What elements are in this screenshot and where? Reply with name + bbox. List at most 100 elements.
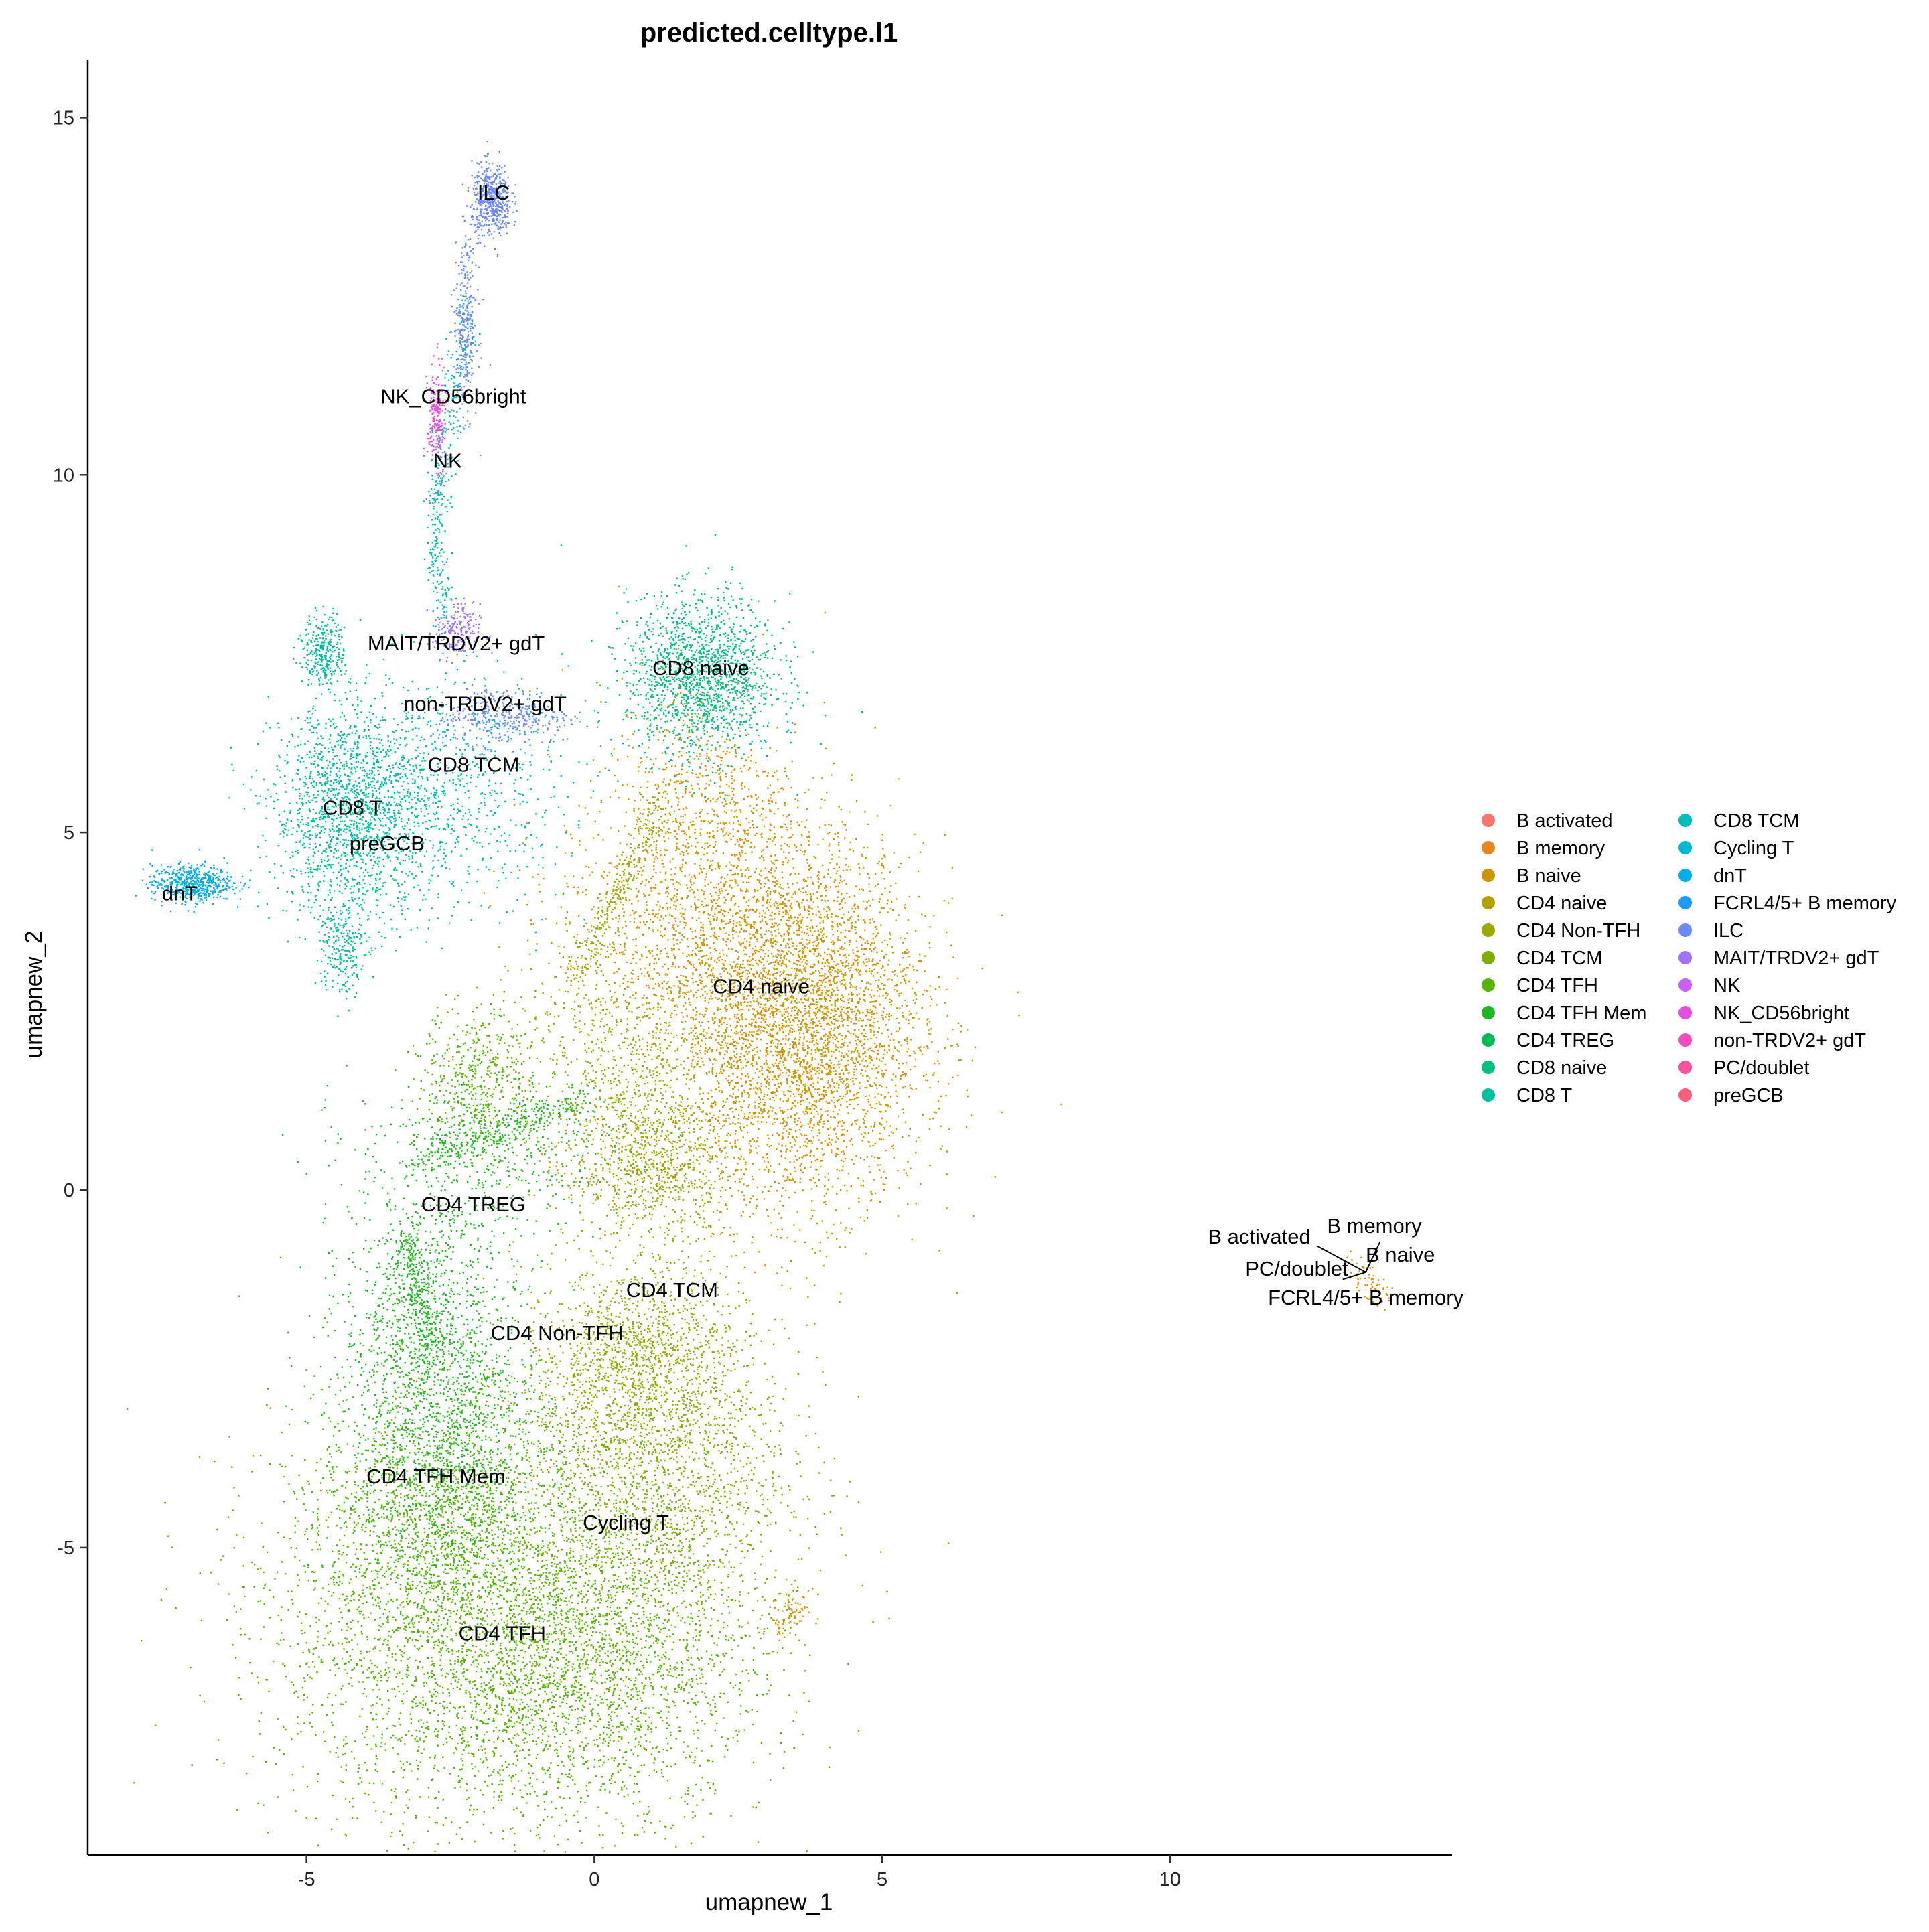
cluster-points-14	[591, 534, 863, 800]
cluster-label: NK_CD56bright	[380, 385, 526, 408]
x-tick-label: 5	[877, 1869, 887, 1890]
scatter-points	[449, 870, 837, 1267]
legend-swatch	[1678, 978, 1692, 992]
legend-label: MAIT/TRDV2+ gdT	[1713, 948, 1879, 969]
legend-swatch	[1678, 1088, 1692, 1102]
bridge-points-5	[763, 1580, 810, 1641]
scatter-points	[567, 793, 681, 993]
legend-swatch	[1482, 869, 1495, 882]
legend-label: CD8 TCM	[1713, 810, 1799, 832]
legend-swatch	[1678, 869, 1692, 882]
bridge-points-1	[423, 538, 461, 635]
label-leader-line	[1365, 1241, 1381, 1273]
legend-swatch	[1678, 841, 1692, 854]
legend-label: ILC	[1713, 920, 1743, 942]
legend-swatch	[1678, 951, 1692, 964]
cluster-points-23	[448, 206, 492, 457]
scatter-points	[591, 534, 863, 800]
legend-swatch	[1678, 1033, 1692, 1047]
legend-label: non-TRDV2+ gdT	[1713, 1030, 1866, 1051]
legend-label: CD4 TFH Mem	[1516, 1002, 1646, 1024]
legend-label: CD8 naive	[1516, 1057, 1607, 1079]
legend-swatch	[1678, 1006, 1692, 1019]
cluster-label: FCRL4/5+ B memory	[1268, 1286, 1464, 1309]
legend-swatch	[1482, 1088, 1495, 1102]
legend-label: NK_CD56bright	[1713, 1002, 1849, 1024]
scatter-points	[135, 849, 260, 913]
legend-label: NK	[1713, 975, 1741, 996]
y-axis-title: umapnew_2	[21, 931, 47, 1059]
cluster-points-25	[427, 426, 448, 638]
cluster-label: CD4 TFH Mem	[366, 1465, 506, 1488]
y-tick-label: 5	[64, 822, 74, 844]
legend-swatch	[1482, 1033, 1495, 1047]
y-tick-label: -5	[57, 1538, 74, 1559]
legend-label: CD4 TREG	[1516, 1030, 1614, 1051]
bridge-points-6	[1343, 1250, 1394, 1311]
cluster-label: CD8 TCM	[427, 753, 519, 776]
legend-label: CD4 naive	[1516, 893, 1607, 914]
scatter-points	[1343, 1250, 1394, 1311]
y-tick-label: 0	[64, 1180, 74, 1201]
x-axis-title: umapnew_1	[705, 1889, 833, 1915]
legend-swatch	[1482, 896, 1495, 909]
cluster-label: B naive	[1366, 1243, 1435, 1266]
legend-label: PC/doublet	[1713, 1057, 1810, 1079]
cluster-points-24	[423, 343, 449, 504]
legend-swatch	[1482, 841, 1495, 854]
scatter-points	[293, 605, 350, 695]
cluster-points-21	[135, 849, 260, 913]
scatter-points	[426, 597, 493, 664]
cluster-label: MAIT/TRDV2+ gdT	[368, 631, 545, 655]
legend-swatch	[1482, 1061, 1495, 1074]
legend-swatch	[1482, 951, 1495, 964]
legend-label: dnT	[1713, 865, 1747, 887]
scatter-points	[423, 343, 449, 504]
scatter-points	[448, 206, 492, 457]
cluster-labels-layer: ILC NK_CD56bright NK MAIT/TRDV2+ gdT non-TRD…	[162, 181, 1464, 1645]
scatter-points	[461, 141, 518, 257]
cluster-label: CD4 naive	[713, 974, 810, 998]
legend-label: CD4 TCM	[1516, 948, 1602, 969]
cluster-label: ILC	[478, 181, 510, 204]
legend-label: B naive	[1516, 865, 1581, 887]
scatter-points	[226, 634, 499, 994]
legend-label: CD8 T	[1516, 1085, 1573, 1106]
bridge-points-3	[567, 793, 681, 993]
y-tick-label: 15	[53, 107, 74, 129]
cluster-label: B activated	[1208, 1225, 1310, 1248]
cluster-points-22	[461, 141, 518, 257]
y-tick-label: 10	[53, 465, 74, 486]
x-tick-label: 10	[1159, 1869, 1181, 1890]
cluster-label: CD4 TFH	[459, 1622, 546, 1645]
cluster-label: PC/doublet	[1245, 1257, 1348, 1280]
legend-swatch	[1678, 1061, 1692, 1074]
legend-swatch	[1678, 896, 1692, 909]
label-leader-line	[1316, 1245, 1366, 1273]
cluster-label: CD4 TREG	[421, 1193, 526, 1216]
cluster-points-10	[395, 986, 569, 1169]
cluster-label: dnT	[162, 882, 198, 905]
legend-label: CD4 Non-TFH	[1516, 920, 1640, 942]
label-leader-line	[1342, 1271, 1366, 1280]
legend: B activated B memory B naive CD4 naive CD4 N…	[1482, 810, 1897, 1106]
cluster-label: CD4 Non-TFH	[490, 1321, 623, 1345]
legend-swatch	[1678, 814, 1692, 827]
legend-label: FCRL4/5+ B memory	[1713, 893, 1897, 914]
x-tick-label: 0	[589, 1869, 599, 1890]
legend-label: preGCB	[1713, 1085, 1784, 1106]
cluster-label: non-TRDV2+ gdT	[403, 692, 567, 716]
cluster-points-15	[226, 634, 499, 994]
cluster-label: Cycling T	[583, 1511, 669, 1534]
cluster-points-18	[293, 605, 350, 695]
legend-swatch	[1482, 1006, 1495, 1019]
legend-label: B activated	[1516, 810, 1612, 832]
x-tick-label: -5	[298, 1869, 315, 1890]
cluster-label: B memory	[1327, 1214, 1422, 1238]
points-layer	[126, 141, 1394, 1853]
axes-layer: -5 0 5 10 -5 0 5 10 15	[53, 60, 1452, 1890]
scatter-points	[427, 426, 448, 638]
cluster-points-19	[426, 597, 493, 664]
